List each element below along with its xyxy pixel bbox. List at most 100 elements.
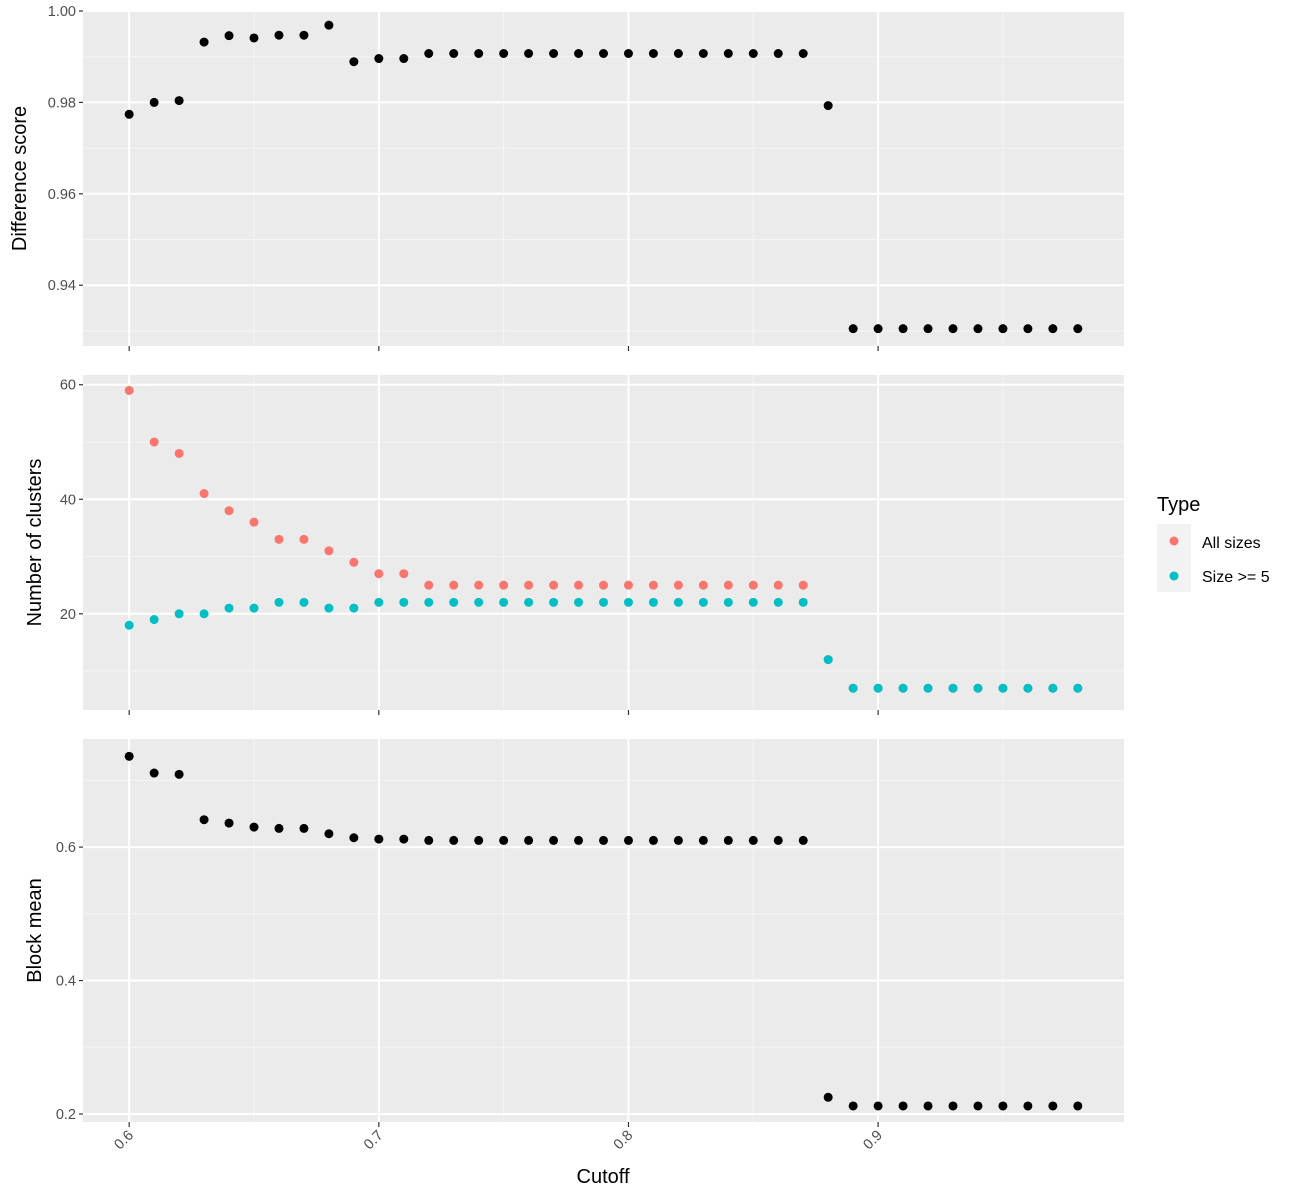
data-point bbox=[224, 31, 234, 41]
data-point bbox=[673, 835, 683, 845]
x-tick-label: 0.9 bbox=[860, 1128, 886, 1154]
data-point bbox=[299, 534, 309, 544]
data-point bbox=[748, 835, 758, 845]
data-point bbox=[599, 835, 608, 845]
data-point bbox=[324, 546, 334, 556]
data-point bbox=[399, 569, 409, 579]
y-tick-label: 0.94 bbox=[48, 278, 76, 294]
data-point bbox=[449, 580, 459, 590]
data-point bbox=[973, 1101, 983, 1111]
panel-background bbox=[83, 375, 1124, 710]
data-point bbox=[798, 597, 808, 607]
data-point bbox=[549, 49, 559, 59]
data-point bbox=[449, 835, 459, 845]
data-point bbox=[798, 835, 808, 845]
legend-label-size-ge5: Size >= 5 bbox=[1202, 569, 1270, 586]
data-point bbox=[524, 49, 534, 59]
data-point bbox=[124, 385, 134, 395]
data-point bbox=[474, 597, 484, 607]
data-point bbox=[399, 54, 409, 64]
data-point bbox=[224, 506, 234, 516]
data-point bbox=[823, 101, 833, 111]
data-point bbox=[648, 835, 658, 845]
data-point bbox=[199, 815, 209, 825]
data-point bbox=[623, 49, 633, 59]
data-point bbox=[673, 580, 683, 590]
data-point bbox=[424, 835, 434, 845]
data-point bbox=[349, 603, 359, 613]
y-tick-label: 1.00 bbox=[48, 4, 76, 20]
data-point bbox=[374, 54, 384, 64]
data-point bbox=[174, 448, 184, 458]
data-point bbox=[773, 49, 783, 59]
data-point bbox=[449, 597, 459, 607]
y-tick-label: 0.2 bbox=[56, 1107, 76, 1123]
data-point bbox=[249, 822, 259, 832]
data-point bbox=[499, 835, 509, 845]
data-point bbox=[374, 597, 384, 607]
data-point bbox=[748, 580, 758, 590]
data-point bbox=[424, 49, 434, 59]
data-point bbox=[873, 324, 883, 334]
data-point bbox=[923, 324, 933, 334]
y-axis-title: Number of clusters bbox=[24, 459, 46, 627]
data-point bbox=[823, 1092, 833, 1102]
data-point bbox=[1073, 683, 1083, 693]
legend-label-all-sizes: All sizes bbox=[1202, 535, 1261, 552]
data-point bbox=[574, 49, 584, 59]
legend-key-all-sizes bbox=[1169, 536, 1179, 546]
data-point bbox=[224, 603, 234, 613]
data-point bbox=[574, 580, 584, 590]
data-point bbox=[723, 597, 733, 607]
data-point bbox=[449, 49, 459, 59]
data-point bbox=[698, 597, 708, 607]
data-point bbox=[1073, 324, 1083, 334]
data-point bbox=[299, 30, 309, 40]
data-point bbox=[873, 1101, 883, 1111]
data-point bbox=[424, 580, 434, 590]
data-point bbox=[1023, 1101, 1033, 1111]
data-point bbox=[698, 835, 708, 845]
data-point bbox=[549, 597, 559, 607]
data-point bbox=[174, 96, 184, 106]
data-point bbox=[174, 609, 184, 619]
data-point bbox=[673, 49, 683, 59]
data-point bbox=[399, 834, 409, 844]
x-axis-title: Cutoff bbox=[577, 1166, 630, 1188]
data-point bbox=[374, 569, 384, 579]
data-point bbox=[1048, 1101, 1058, 1111]
data-point bbox=[374, 834, 384, 844]
data-point bbox=[474, 49, 484, 59]
data-point bbox=[424, 597, 434, 607]
data-point bbox=[948, 324, 958, 334]
data-point bbox=[848, 324, 858, 334]
data-point bbox=[149, 97, 159, 107]
x-axis: 0.6 0.7 0.8 0.9 bbox=[111, 1128, 885, 1154]
data-point bbox=[549, 835, 559, 845]
data-point bbox=[149, 437, 159, 447]
data-point bbox=[174, 769, 184, 779]
data-point bbox=[274, 30, 284, 40]
data-point bbox=[748, 49, 758, 59]
data-point bbox=[349, 557, 359, 567]
data-point bbox=[723, 835, 733, 845]
data-point bbox=[848, 1101, 858, 1111]
data-point bbox=[399, 597, 409, 607]
legend-key-size-ge5 bbox=[1169, 571, 1179, 581]
data-point bbox=[124, 751, 134, 761]
x-tick-label: 0.8 bbox=[611, 1128, 637, 1154]
panel-1: 0.94 0.96 0.98 1.00 Difference score bbox=[9, 4, 1124, 351]
data-point bbox=[798, 580, 808, 590]
data-point bbox=[149, 615, 159, 625]
data-point bbox=[574, 835, 584, 845]
data-point bbox=[499, 580, 509, 590]
data-point bbox=[648, 597, 658, 607]
series-points bbox=[124, 751, 1083, 1111]
data-point bbox=[898, 683, 908, 693]
data-point bbox=[898, 324, 908, 334]
data-point bbox=[124, 109, 134, 119]
panel-background bbox=[83, 739, 1124, 1122]
data-point bbox=[748, 597, 758, 607]
data-point bbox=[873, 683, 883, 693]
